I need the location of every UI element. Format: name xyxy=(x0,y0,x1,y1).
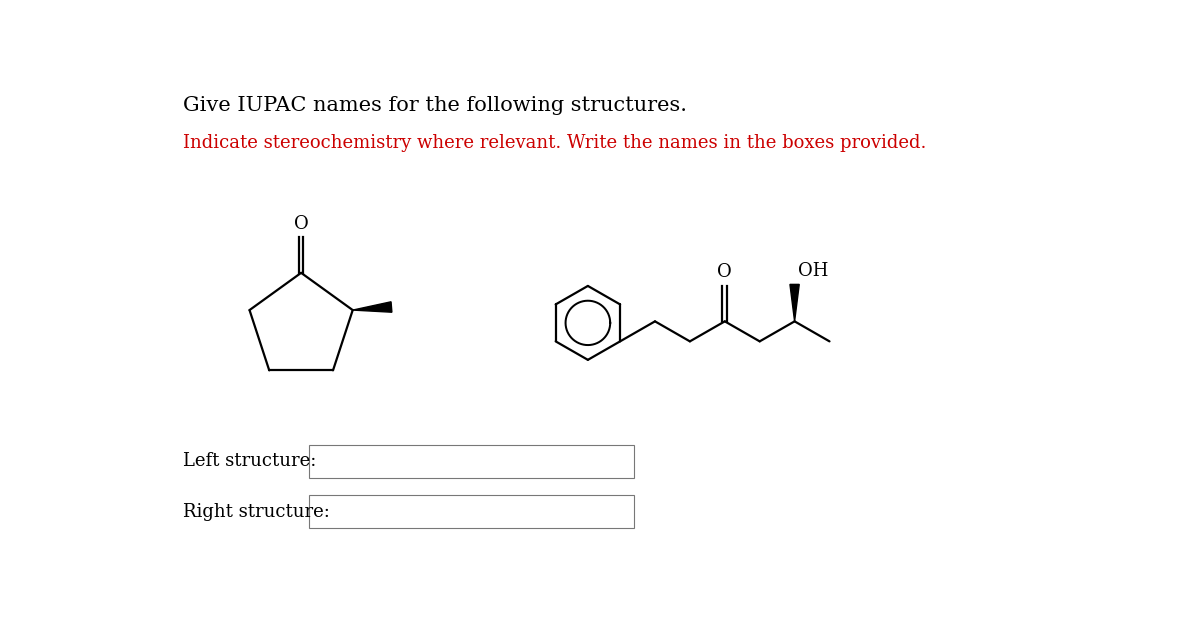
Polygon shape xyxy=(790,285,799,321)
Text: OH: OH xyxy=(798,262,828,280)
FancyBboxPatch shape xyxy=(308,445,635,478)
FancyBboxPatch shape xyxy=(308,495,635,529)
Text: Left structure:: Left structure: xyxy=(182,452,316,471)
Text: Give IUPAC names for the following structures.: Give IUPAC names for the following struc… xyxy=(182,96,686,115)
Text: Indicate stereochemistry where relevant. Write the names in the boxes provided.: Indicate stereochemistry where relevant.… xyxy=(182,134,926,152)
Text: Right structure:: Right structure: xyxy=(182,502,330,521)
Text: O: O xyxy=(718,263,732,281)
Polygon shape xyxy=(353,302,392,312)
Text: O: O xyxy=(294,215,308,233)
